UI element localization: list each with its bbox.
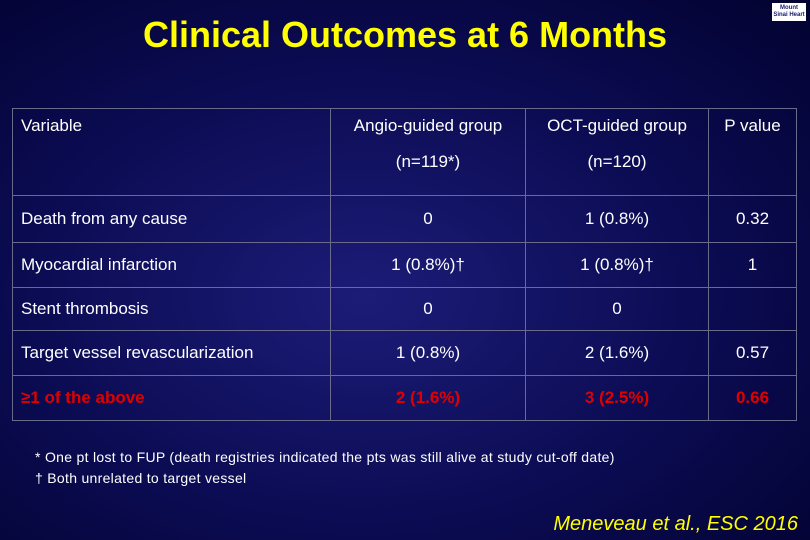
table-cell: 0 [330, 287, 526, 331]
table-cell: 0.66 [708, 375, 797, 421]
header-cell: P value [708, 108, 797, 196]
table-cell: 1 (0.8%)† [330, 242, 526, 288]
table-cell: 1 (0.8%)† [525, 242, 709, 288]
table-cell: 1 (0.8%) [525, 195, 709, 243]
table-cell: 0 [525, 287, 709, 331]
table-cell: Target vessel revascularization [12, 330, 331, 376]
table-cell: 3 (2.5%) [525, 375, 709, 421]
table-cell: ≥1 of the above [12, 375, 331, 421]
table-cell: Stent thrombosis [12, 287, 331, 331]
header-label: Variable [21, 116, 83, 135]
table-cell: 2 (1.6%) [330, 375, 526, 421]
logo: Mount Sinai Heart [772, 3, 806, 21]
footnote: * One pt lost to FUP (death registries i… [35, 449, 615, 465]
table-cell: 1 (0.8%) [330, 330, 526, 376]
table-cell: 2 (1.6%) [525, 330, 709, 376]
table-cell: Myocardial infarction [12, 242, 331, 288]
table-cell [708, 287, 797, 331]
header-cell: Angio-guided group (n=119*) [330, 108, 526, 196]
header-cell: OCT-guided group (n=120) [525, 108, 709, 196]
table-cell: 0.32 [708, 195, 797, 243]
footnote: † Both unrelated to target vessel [35, 470, 247, 486]
citation: Meneveau et al., ESC 2016 [553, 513, 798, 535]
title: Clinical Outcomes at 6 Months [142, 14, 668, 55]
table-cell: 0.57 [708, 330, 797, 376]
table-cell: 0 [330, 195, 526, 243]
header-label: OCT-guided group [547, 116, 687, 135]
table-cell: Death from any cause [12, 195, 331, 243]
header-label: P value [724, 116, 781, 135]
table-cell: 1 [708, 242, 797, 288]
header-n: (n=120) [587, 152, 647, 171]
header-label: Angio-guided group [353, 116, 503, 135]
header-n: (n=119*) [395, 152, 461, 171]
header-cell: Variable [12, 108, 331, 196]
